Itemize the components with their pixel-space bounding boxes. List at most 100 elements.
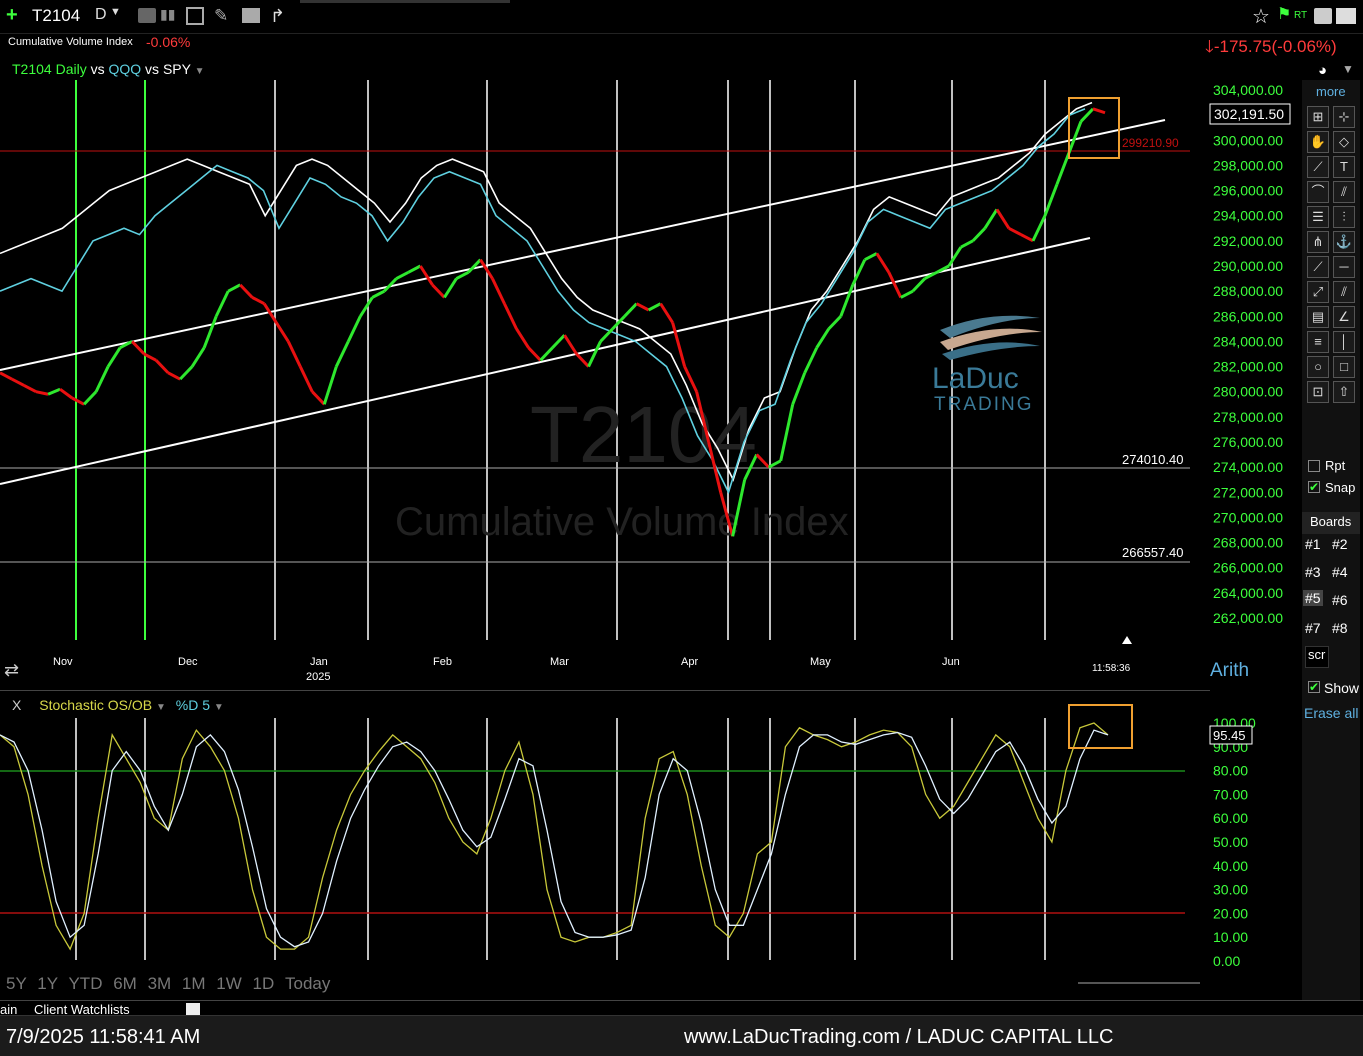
chart-type-icon[interactable] [138, 8, 156, 23]
period-select[interactable]: D [95, 6, 107, 23]
range-ytd[interactable]: YTD [68, 974, 103, 993]
board-2[interactable]: #2 [1332, 536, 1348, 552]
drawing-tools-panel: ◕ ▼ more ⊞ ⊹ ✋ ◇ ⟋ T ⌒ ⫽ ☰ ⫶ ⋔ ⚓ ⟋ ─ ⤢ ⫽ ▤ ∠ ≡ │ ○ □ ⊡ ⇧ Rpt ✔ … [1302, 62, 1360, 1000]
gann-tool-icon[interactable]: ⋔ [1307, 231, 1329, 253]
line-tool-icon[interactable]: ⟋ [1307, 156, 1329, 178]
legend-spy: SPY [162, 61, 191, 77]
range-1y[interactable]: 1Y [37, 974, 58, 993]
range-today[interactable]: Today [284, 974, 331, 993]
ray-tool-icon[interactable]: ⟋ [1307, 256, 1329, 278]
range-3m[interactable]: 3M [147, 974, 172, 993]
rpt-checkbox[interactable] [1308, 460, 1320, 472]
star-icon[interactable]: ☆ [1252, 6, 1270, 28]
chevron-down-icon[interactable]: ▼ [155, 702, 166, 713]
board-1[interactable]: #1 [1305, 536, 1321, 552]
chevron-down-icon[interactable]: ▼ [110, 6, 121, 18]
chart-legend[interactable]: T2104 Daily vs QQQ vs SPY ▼ [12, 61, 205, 77]
pane-divider[interactable] [0, 690, 1210, 691]
range-6m[interactable]: 6M [113, 974, 137, 993]
t2104-segment [94, 365, 110, 393]
circle-tool-icon[interactable]: ○ [1307, 356, 1329, 378]
eraser-tool-icon[interactable]: ◇ [1333, 131, 1355, 153]
t2104-segment [960, 239, 974, 249]
board-4[interactable]: #4 [1332, 564, 1348, 580]
y-tick-label: 262,000.00 [1213, 610, 1283, 626]
angle-tool-icon[interactable]: ∠ [1333, 306, 1355, 328]
layout-icon[interactable] [242, 8, 260, 23]
swap-icon[interactable]: ⇄ [4, 660, 19, 680]
hand-tool-icon[interactable]: ✋ [1307, 131, 1329, 153]
regression-tool-icon[interactable]: ≡ [1307, 331, 1329, 353]
draw-pencil-icon[interactable]: ✎ [214, 6, 229, 25]
scroll-up-icon[interactable] [1122, 636, 1132, 644]
arc-tool-icon[interactable]: ⌒ [1307, 181, 1329, 203]
anchor-tool-icon[interactable]: ⚓ [1333, 231, 1355, 253]
window-icon[interactable] [1336, 8, 1356, 24]
parallel-tool-icon[interactable]: ⫽ [1333, 281, 1355, 303]
bars-icon[interactable]: ▮▮ [160, 6, 176, 22]
board-3[interactable]: #3 [1305, 564, 1321, 580]
erase-all-button[interactable]: Erase all [1304, 705, 1359, 721]
range-5y[interactable]: 5Y [6, 974, 27, 993]
rectangle-tool-icon[interactable]: □ [1333, 356, 1355, 378]
t2104-segment [803, 347, 819, 374]
lower-legend[interactable]: X Stochastic OS/OB ▼ %D 5 ▼ [12, 697, 224, 713]
more-link[interactable]: more [1316, 84, 1346, 99]
flag-icon[interactable]: ⚑ [1277, 6, 1292, 23]
hline-tool-icon[interactable]: ─ [1333, 256, 1355, 278]
range-1w[interactable]: 1W [216, 974, 242, 993]
y-tick-label: 292,000.00 [1213, 233, 1283, 249]
board-8[interactable]: #8 [1332, 620, 1348, 636]
show-label: Show [1324, 680, 1360, 696]
level-red-label: 299210.90 [1122, 136, 1179, 150]
close-icon[interactable]: X [12, 697, 22, 713]
indicator-name: Cumulative Volume Index [8, 36, 133, 48]
chevron-down-icon[interactable]: ▼ [213, 702, 224, 713]
crosshair-tool-icon[interactable]: ⊞ [1307, 106, 1329, 128]
stochastic-chart[interactable]: 100.0090.0080.0070.0060.0050.0040.0030.0… [0, 692, 1300, 1002]
stochastic-line [0, 722, 1109, 951]
fib-tool-icon[interactable]: ☰ [1307, 206, 1329, 228]
trend-tool-icon[interactable]: ⤢ [1307, 281, 1329, 303]
t2104-segment [190, 346, 206, 368]
board-7[interactable]: #7 [1305, 620, 1321, 636]
scr-button[interactable]: scr [1305, 646, 1329, 668]
t2104-segment [35, 390, 49, 396]
grid-tool-icon[interactable]: ▤ [1307, 306, 1329, 328]
snap-checkbox[interactable]: ✔ [1308, 480, 1320, 494]
scale-mode[interactable]: Arith [1210, 660, 1249, 681]
t2104-segment [407, 264, 422, 274]
show-checkbox[interactable]: ✔ [1308, 680, 1320, 694]
legend-main: T2104 Daily [12, 61, 87, 77]
tab-client-watchlists[interactable]: Client Watchlists [34, 1002, 130, 1017]
x-year-label: 2025 [306, 671, 330, 683]
share-icon[interactable]: ↱ [270, 6, 286, 26]
board-5[interactable]: #5 [1303, 590, 1323, 606]
t2104-segment [539, 346, 554, 362]
t2104-segment [527, 346, 542, 362]
calculator-icon[interactable] [186, 7, 204, 25]
board-6[interactable]: #6 [1332, 592, 1348, 608]
add-icon[interactable]: + [6, 4, 18, 26]
chevron-down-icon[interactable]: ▼ [1342, 62, 1354, 76]
pitchfork-tool-icon[interactable]: ⫶ [1333, 206, 1355, 228]
main-chart[interactable]: T2104 Cumulative Volume Index LaDuc TRAD… [0, 78, 1300, 688]
arrow-tool-icon[interactable]: ⇧ [1333, 381, 1355, 403]
range-1m[interactable]: 1M [181, 974, 206, 993]
channel-tool-icon[interactable]: ⫽ [1333, 181, 1355, 203]
document-icon[interactable] [186, 1003, 200, 1015]
measure-tool-icon[interactable]: ⊡ [1307, 381, 1329, 403]
vline-tool-icon[interactable]: │ [1333, 331, 1355, 353]
tab-main[interactable]: ain [0, 1002, 18, 1017]
t2104-segment [719, 491, 735, 537]
realtime-badge: RT [1294, 10, 1308, 21]
palette-icon[interactable]: ◕ [1318, 62, 1328, 79]
t2104-segment [383, 277, 398, 293]
range-1d[interactable]: 1D [252, 974, 275, 993]
stoch-y-tick-label: 40.00 [1213, 858, 1248, 874]
t2104-segment [239, 283, 254, 299]
cursor-tool-icon[interactable]: ⊹ [1333, 106, 1355, 128]
symbol-label[interactable]: T2104 [32, 6, 81, 25]
settings-icon[interactable] [1314, 8, 1332, 24]
text-tool-icon[interactable]: T [1333, 156, 1355, 178]
